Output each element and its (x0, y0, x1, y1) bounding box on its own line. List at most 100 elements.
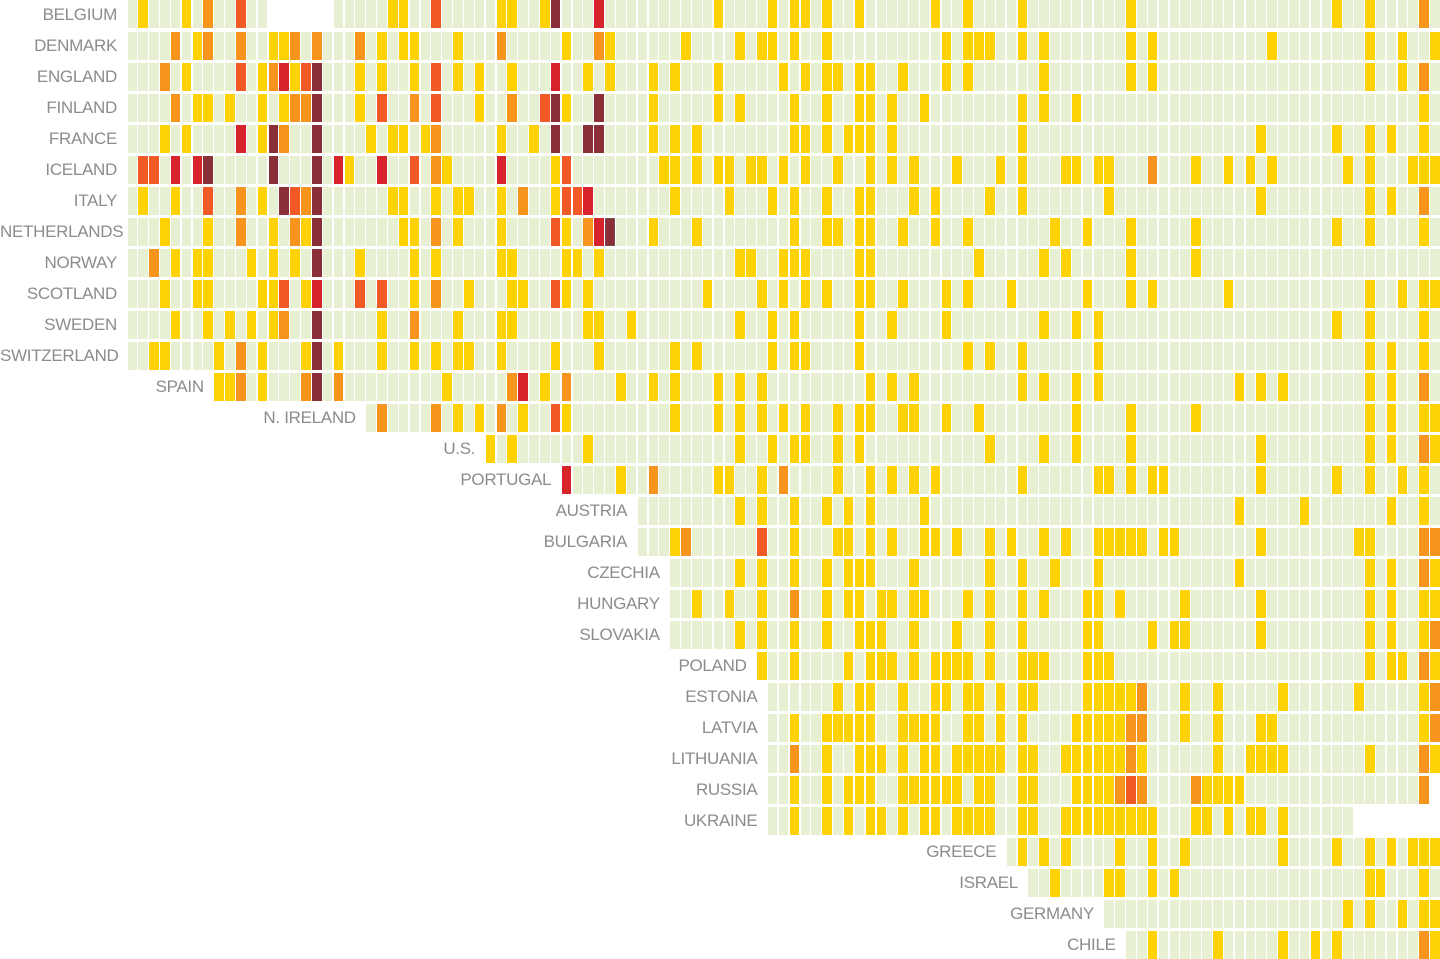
heatmap-cell[interactable] (257, 32, 268, 60)
heatmap-cell[interactable] (1386, 342, 1397, 370)
heatmap-cell[interactable] (1180, 683, 1190, 711)
heatmap-cell[interactable] (789, 404, 800, 432)
heatmap-cell[interactable] (1397, 404, 1408, 432)
heatmap-cell[interactable] (1267, 125, 1277, 153)
heatmap-cell[interactable] (876, 125, 887, 153)
heatmap-cell[interactable] (909, 776, 919, 804)
heatmap-cell[interactable] (995, 125, 1006, 153)
heatmap-cell[interactable] (876, 745, 887, 773)
heatmap-cell[interactable] (1267, 94, 1277, 122)
heatmap-cell[interactable] (941, 683, 952, 711)
heatmap-cell[interactable] (659, 249, 669, 277)
heatmap-cell[interactable] (181, 0, 192, 28)
heatmap-cell[interactable] (236, 125, 246, 153)
heatmap-cell[interactable] (865, 125, 876, 153)
heatmap-cell[interactable] (963, 590, 973, 618)
heatmap-cell[interactable] (681, 218, 691, 246)
heatmap-cell[interactable] (1245, 931, 1256, 959)
heatmap-cell[interactable] (1169, 931, 1180, 959)
heatmap-cell[interactable] (127, 0, 138, 28)
heatmap-cell[interactable] (670, 0, 680, 28)
heatmap-cell[interactable] (1082, 218, 1093, 246)
heatmap-cell[interactable] (290, 187, 300, 215)
heatmap-cell[interactable] (1430, 745, 1440, 773)
heatmap-cell[interactable] (1126, 311, 1136, 339)
heatmap-cell[interactable] (898, 94, 908, 122)
heatmap-cell[interactable] (898, 590, 908, 618)
heatmap-cell[interactable] (257, 125, 268, 153)
heatmap-cell[interactable] (1299, 404, 1310, 432)
heatmap-cell[interactable] (1288, 466, 1299, 494)
heatmap-cell[interactable] (909, 0, 919, 28)
heatmap-cell[interactable] (1267, 0, 1277, 28)
heatmap-cell[interactable] (637, 94, 648, 122)
heatmap-cell[interactable] (713, 621, 724, 649)
heatmap-cell[interactable] (843, 32, 854, 60)
heatmap-cell[interactable] (843, 590, 854, 618)
heatmap-cell[interactable] (1126, 652, 1136, 680)
heatmap-cell[interactable] (453, 249, 463, 277)
heatmap-cell[interactable] (1137, 869, 1147, 897)
heatmap-cell[interactable] (409, 32, 420, 60)
heatmap-cell[interactable] (1430, 311, 1440, 339)
heatmap-cell[interactable] (1093, 838, 1104, 866)
heatmap-cell[interactable] (843, 249, 854, 277)
heatmap-cell[interactable] (713, 0, 724, 28)
heatmap-cell[interactable] (615, 404, 626, 432)
heatmap-cell[interactable] (1430, 838, 1440, 866)
heatmap-cell[interactable] (1321, 0, 1332, 28)
heatmap-cell[interactable] (887, 714, 897, 742)
heatmap-cell[interactable] (366, 311, 376, 339)
heatmap-cell[interactable] (1158, 683, 1169, 711)
heatmap-cell[interactable] (626, 280, 637, 308)
heatmap-cell[interactable] (1245, 745, 1256, 773)
heatmap-cell[interactable] (583, 187, 593, 215)
heatmap-cell[interactable] (518, 156, 528, 184)
heatmap-cell[interactable] (898, 280, 908, 308)
heatmap-cell[interactable] (1310, 0, 1321, 28)
heatmap-cell[interactable] (898, 652, 908, 680)
heatmap-cell[interactable] (214, 311, 224, 339)
heatmap-cell[interactable] (1180, 776, 1190, 804)
heatmap-cell[interactable] (626, 373, 637, 401)
heatmap-cell[interactable] (637, 466, 648, 494)
heatmap-cell[interactable] (1147, 869, 1158, 897)
heatmap-cell[interactable] (1169, 466, 1180, 494)
heatmap-cell[interactable] (767, 745, 778, 773)
heatmap-cell[interactable] (1213, 745, 1223, 773)
heatmap-cell[interactable] (1082, 714, 1093, 742)
heatmap-cell[interactable] (550, 32, 561, 60)
heatmap-cell[interactable] (1278, 807, 1288, 835)
heatmap-cell[interactable] (572, 373, 583, 401)
heatmap-cell[interactable] (1082, 63, 1093, 91)
heatmap-cell[interactable] (507, 373, 517, 401)
heatmap-cell[interactable] (496, 280, 507, 308)
heatmap-cell[interactable] (670, 435, 680, 463)
heatmap-cell[interactable] (1278, 590, 1288, 618)
heatmap-cell[interactable] (702, 280, 713, 308)
heatmap-cell[interactable] (344, 187, 355, 215)
heatmap-cell[interactable] (442, 280, 452, 308)
heatmap-cell[interactable] (518, 218, 528, 246)
heatmap-cell[interactable] (691, 125, 702, 153)
heatmap-cell[interactable] (1061, 373, 1071, 401)
heatmap-cell[interactable] (1158, 0, 1169, 28)
heatmap-cell[interactable] (681, 342, 691, 370)
heatmap-cell[interactable] (1061, 94, 1071, 122)
heatmap-cell[interactable] (409, 342, 420, 370)
heatmap-cell[interactable] (1267, 714, 1277, 742)
heatmap-cell[interactable] (930, 63, 941, 91)
heatmap-cell[interactable] (1364, 590, 1375, 618)
heatmap-cell[interactable] (637, 528, 648, 556)
heatmap-cell[interactable] (963, 342, 973, 370)
heatmap-cell[interactable] (1028, 404, 1039, 432)
heatmap-cell[interactable] (1430, 497, 1440, 525)
heatmap-cell[interactable] (757, 435, 767, 463)
heatmap-cell[interactable] (1223, 125, 1234, 153)
heatmap-cell[interactable] (615, 0, 626, 28)
heatmap-cell[interactable] (746, 249, 756, 277)
heatmap-cell[interactable] (822, 187, 832, 215)
heatmap-cell[interactable] (550, 218, 561, 246)
heatmap-cell[interactable] (637, 218, 648, 246)
heatmap-cell[interactable] (1147, 466, 1158, 494)
